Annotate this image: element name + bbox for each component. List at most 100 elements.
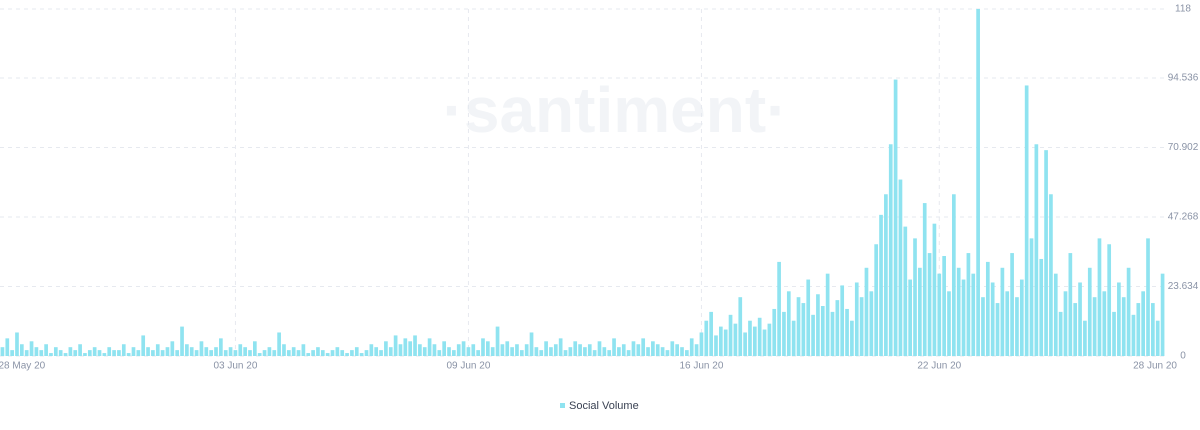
bar bbox=[612, 338, 616, 356]
bar bbox=[296, 350, 301, 356]
bar bbox=[845, 308, 849, 356]
bar bbox=[0, 347, 5, 356]
bar bbox=[932, 223, 937, 356]
bar bbox=[1058, 311, 1063, 356]
bar bbox=[1117, 282, 1121, 356]
bar bbox=[913, 238, 917, 356]
bar bbox=[311, 350, 315, 356]
bar bbox=[272, 350, 277, 356]
bar bbox=[578, 344, 582, 356]
bar bbox=[422, 347, 427, 356]
bar bbox=[228, 347, 233, 356]
bar bbox=[597, 341, 602, 356]
bar bbox=[981, 297, 985, 356]
bar bbox=[243, 347, 247, 356]
x-tick-label: 09 Jun 20 bbox=[446, 361, 490, 372]
bar bbox=[709, 311, 713, 356]
bar bbox=[398, 344, 403, 356]
bar bbox=[340, 350, 345, 356]
bar bbox=[146, 347, 150, 356]
bar bbox=[782, 311, 786, 356]
bar bbox=[777, 261, 781, 356]
bar bbox=[607, 350, 612, 356]
y-tick-label: 94.536 bbox=[1168, 73, 1199, 84]
bar bbox=[24, 350, 29, 356]
bar bbox=[1068, 253, 1073, 356]
bar bbox=[587, 344, 592, 356]
bar bbox=[772, 308, 777, 356]
bar bbox=[267, 347, 272, 356]
bar bbox=[277, 332, 281, 356]
bar bbox=[199, 341, 204, 356]
bar bbox=[534, 347, 539, 356]
bar bbox=[1000, 267, 1005, 356]
bar bbox=[364, 350, 369, 356]
bar bbox=[413, 335, 417, 356]
bar bbox=[680, 347, 684, 356]
bar bbox=[922, 203, 927, 356]
bar bbox=[1019, 279, 1024, 356]
bar bbox=[175, 350, 180, 356]
bar bbox=[820, 306, 825, 356]
bar bbox=[320, 350, 325, 356]
bar bbox=[384, 341, 388, 356]
bar bbox=[752, 326, 757, 356]
bar bbox=[515, 344, 519, 356]
bar bbox=[626, 350, 631, 356]
bar bbox=[641, 338, 646, 356]
bar bbox=[884, 194, 888, 356]
bar bbox=[442, 341, 447, 356]
bar bbox=[306, 353, 311, 356]
bar bbox=[801, 303, 806, 356]
bar bbox=[15, 332, 19, 356]
bar bbox=[248, 350, 252, 356]
bar bbox=[456, 344, 461, 356]
bar bbox=[403, 338, 408, 356]
bar bbox=[806, 279, 811, 356]
bar bbox=[864, 267, 869, 356]
bar bbox=[743, 332, 747, 356]
bar bbox=[767, 323, 772, 356]
y-tick-label: 118 bbox=[1175, 4, 1191, 15]
bar bbox=[927, 253, 932, 356]
bar bbox=[524, 344, 529, 356]
bar bbox=[718, 326, 723, 356]
bar bbox=[961, 279, 966, 356]
bar bbox=[558, 338, 563, 356]
bar bbox=[1073, 303, 1078, 356]
bar bbox=[330, 350, 335, 356]
bar bbox=[219, 338, 223, 356]
bar bbox=[568, 347, 573, 356]
bar bbox=[257, 353, 262, 356]
bar bbox=[204, 347, 209, 356]
bar bbox=[1092, 297, 1097, 356]
bar bbox=[1010, 253, 1014, 356]
bar bbox=[636, 344, 641, 356]
bar bbox=[728, 314, 733, 356]
bar bbox=[214, 347, 218, 356]
bar bbox=[830, 311, 835, 356]
bar bbox=[374, 347, 379, 356]
bar bbox=[379, 350, 383, 356]
bar bbox=[825, 273, 830, 356]
bar bbox=[136, 350, 141, 356]
bar bbox=[670, 341, 675, 356]
bar bbox=[1102, 291, 1107, 356]
bar bbox=[685, 350, 689, 356]
bar bbox=[966, 253, 971, 356]
bar bbox=[432, 344, 437, 356]
bar bbox=[1097, 238, 1102, 356]
y-tick-label: 0 bbox=[1180, 351, 1186, 362]
bar bbox=[850, 320, 854, 356]
bar bbox=[1039, 258, 1044, 356]
bar bbox=[1034, 144, 1039, 356]
bar bbox=[452, 350, 456, 356]
bar bbox=[282, 344, 286, 356]
bar bbox=[78, 344, 82, 356]
bar bbox=[481, 338, 485, 356]
bar bbox=[437, 350, 442, 356]
bar bbox=[165, 347, 170, 356]
bar bbox=[854, 282, 859, 356]
